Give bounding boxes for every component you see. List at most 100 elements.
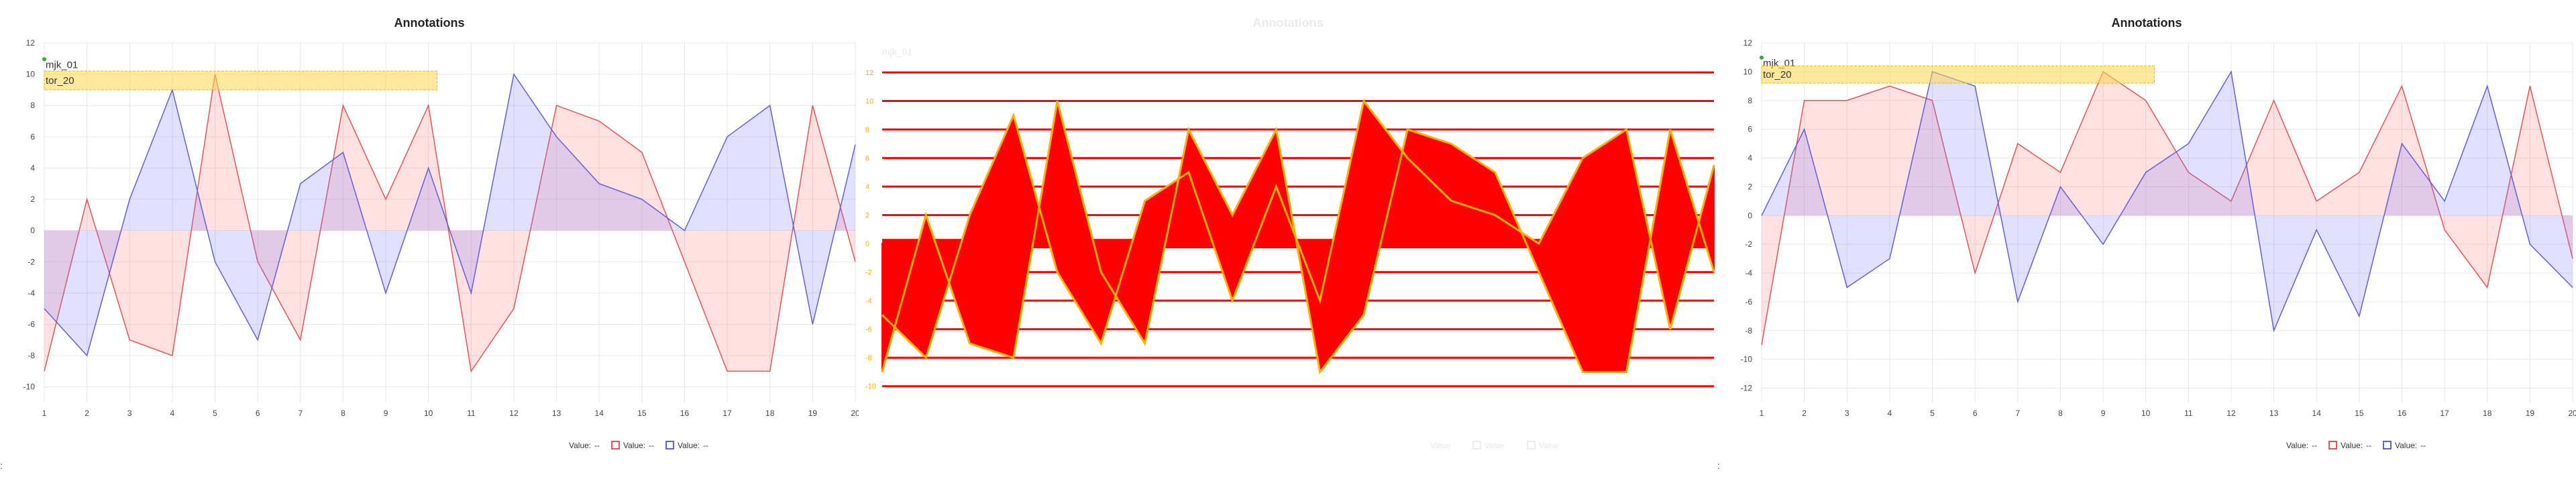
x-tick-label: 10 [2141, 409, 2151, 418]
x-tick-label: 7 [2015, 409, 2020, 418]
x-tick-label: 10 [424, 409, 433, 418]
y-tick-label: 0 [30, 226, 35, 235]
legend-swatch-red [611, 441, 620, 449]
y-tick-label: -10 [23, 382, 36, 392]
x-tick-label: 14 [595, 409, 604, 418]
series-line-red [44, 74, 856, 373]
x-tick-label: 12 [509, 409, 519, 418]
y-tick-label: 2 [30, 195, 35, 204]
legend-label: Value [1430, 441, 1450, 450]
legend-label: Value: [2286, 441, 2308, 450]
y-tick-label: 8 [30, 101, 35, 110]
x-tick-label: 6 [256, 409, 260, 418]
legend-swatch-blue [665, 441, 674, 449]
y-tick-label: -10 [1741, 355, 1753, 364]
x-tick-label: 12 [2226, 409, 2236, 418]
chart-svg: Annotations 12 10 8 6 4 2 0 -2 -4 -6 -8 -10 mjk_01 Val… [865, 16, 1715, 450]
y-tick-label: 8 [1748, 96, 1752, 105]
x-tick-label: 13 [552, 409, 561, 418]
y-tick-label: 4 [865, 183, 869, 191]
y-tick-label: 10 [865, 98, 873, 106]
x-tick-label: 18 [765, 409, 775, 418]
series-area-blue [1762, 71, 2573, 331]
y-tick-label: -8 [28, 351, 35, 360]
x-tick-label: 6 [1973, 409, 1978, 418]
y-tick-label: 2 [1748, 182, 1752, 191]
series-line-blue [1761, 70, 2573, 333]
y-tick-label: 12 [865, 69, 873, 77]
page-marker: : [0, 460, 3, 471]
legend-label: Value: [2341, 441, 2363, 450]
y-tick-label: -2 [865, 269, 872, 277]
annotation-box-label: tor_20 [1763, 69, 1792, 80]
y-tick-label: -10 [865, 383, 876, 391]
x-tick-label: 15 [2355, 409, 2364, 418]
y-tick-label: 12 [1743, 38, 1753, 48]
legend-label: Value [1539, 441, 1559, 450]
y-tick-label: 4 [30, 163, 35, 172]
y-tick-label: -6 [28, 319, 35, 329]
series-area-blue [44, 74, 855, 356]
y-tick-label: -2 [28, 257, 35, 266]
legend-value: -- [649, 441, 654, 450]
y-tick-label: 0 [865, 240, 869, 248]
legend-swatch-red [2328, 441, 2337, 449]
chart-panel-left: Annotations 12 10 8 6 4 2 0 -2 -4 -6 -8 -10 1 2 3 4 5 6 7 8 9… [0, 0, 859, 483]
chart-title: Annotations [2112, 16, 2182, 30]
legend-label: Value: [2395, 441, 2417, 450]
y-tick-label: -4 [1745, 268, 1752, 278]
y-tick-label: 0 [1748, 211, 1752, 220]
x-tick-label: 19 [2526, 409, 2535, 418]
legend-label: Value: [678, 441, 700, 450]
legend-value: -- [594, 441, 600, 450]
y-tick-label: -4 [28, 288, 35, 298]
legend-value: -- [2312, 441, 2317, 450]
annotation-box-label: tor_20 [46, 75, 74, 87]
annotation-box [1761, 65, 2155, 84]
x-tick-label: 16 [680, 409, 690, 418]
y-tick-label: 10 [1743, 67, 1753, 76]
y-tick-label: 4 [1748, 154, 1752, 163]
y-tick-label: -6 [865, 326, 872, 334]
x-tick-label: 9 [2101, 409, 2106, 418]
x-tick-label: 5 [213, 409, 217, 418]
series-line-red [1761, 70, 2573, 345]
legend-swatch-blue [1527, 441, 1536, 449]
page-marker: : [1717, 460, 1720, 471]
y-tick-label: -12 [1741, 384, 1753, 393]
series-line-chaos [881, 101, 1715, 375]
legend-label: Value [1485, 441, 1505, 450]
x-tick-label: 4 [1888, 409, 1892, 418]
x-tick-label: 2 [1802, 409, 1807, 418]
annotation-box [44, 70, 437, 91]
x-tick-label: 8 [2058, 409, 2063, 418]
x-tick-label: 14 [2312, 409, 2322, 418]
y-tick-label: -2 [1745, 239, 1752, 249]
chart-panel-middle: Annotations 12 10 8 6 4 2 0 -2 -4 -6 -8 -10 mjk_01 Val… [859, 0, 1717, 483]
series-line-blue [44, 72, 856, 357]
legend-swatch-red [1472, 441, 1481, 449]
x-tick-label: 9 [384, 409, 388, 418]
x-tick-label: 11 [2184, 409, 2193, 418]
series-line-chaos [881, 99, 1715, 360]
x-tick-label: 2 [85, 409, 89, 418]
y-tick-label: 2 [865, 212, 869, 220]
x-tick-label: 4 [170, 409, 175, 418]
y-tick-label: 12 [26, 38, 36, 48]
x-tick-label: 8 [341, 409, 345, 418]
x-tick-label: 13 [2269, 409, 2279, 418]
series-area-red [1762, 71, 2573, 345]
annotation-label: mjk_01 [46, 59, 78, 70]
legend-value: -- [2420, 441, 2426, 450]
x-tick-label: 19 [808, 409, 818, 418]
y-tick-label: -6 [1745, 297, 1752, 307]
chart-panel-right: Annotations 12 10 8 6 4 2 0 -2 -4 -6 -8 -10 -12 1 2 3 4 5 6… [1717, 0, 2576, 483]
y-tick-label: -8 [1745, 326, 1752, 335]
x-tick-label: 1 [42, 409, 47, 418]
x-tick-label: 16 [2398, 409, 2407, 418]
x-tick-label: 15 [637, 409, 647, 418]
y-tick-label: -8 [865, 354, 872, 362]
legend-label: Value: [623, 441, 645, 450]
